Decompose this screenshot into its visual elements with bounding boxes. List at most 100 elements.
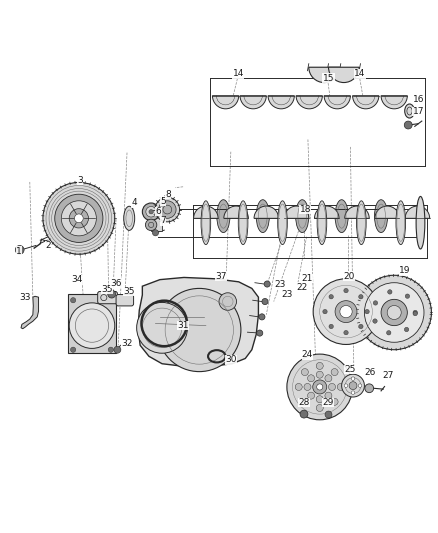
- Circle shape: [373, 319, 377, 323]
- Circle shape: [257, 330, 263, 336]
- Circle shape: [316, 362, 323, 369]
- Circle shape: [108, 347, 113, 352]
- Text: 5: 5: [160, 197, 166, 206]
- Circle shape: [359, 295, 363, 299]
- Text: 22: 22: [297, 282, 308, 292]
- Wedge shape: [309, 67, 339, 83]
- Text: 31: 31: [177, 321, 189, 330]
- Ellipse shape: [278, 201, 287, 245]
- Text: 18: 18: [300, 205, 311, 214]
- Ellipse shape: [296, 200, 309, 232]
- Text: 24: 24: [302, 351, 313, 359]
- Ellipse shape: [124, 206, 134, 230]
- Circle shape: [159, 201, 176, 219]
- Ellipse shape: [317, 201, 327, 245]
- Circle shape: [145, 219, 157, 231]
- Circle shape: [335, 301, 357, 322]
- Text: 29: 29: [322, 398, 333, 407]
- Text: 35: 35: [101, 285, 113, 294]
- Circle shape: [69, 209, 88, 228]
- Circle shape: [69, 303, 115, 349]
- Circle shape: [325, 411, 332, 418]
- Circle shape: [344, 384, 348, 387]
- Circle shape: [359, 324, 363, 329]
- Circle shape: [340, 305, 352, 318]
- Circle shape: [155, 197, 180, 222]
- Circle shape: [365, 310, 369, 314]
- Polygon shape: [138, 278, 258, 366]
- Circle shape: [304, 383, 311, 391]
- Ellipse shape: [201, 201, 211, 245]
- Circle shape: [15, 246, 24, 254]
- Wedge shape: [284, 206, 309, 219]
- Circle shape: [316, 405, 323, 411]
- Wedge shape: [212, 96, 239, 109]
- Circle shape: [358, 384, 362, 387]
- Ellipse shape: [357, 201, 366, 245]
- Circle shape: [287, 354, 353, 420]
- Circle shape: [388, 290, 392, 294]
- Circle shape: [413, 310, 417, 314]
- Circle shape: [219, 293, 237, 310]
- Text: 32: 32: [121, 339, 133, 348]
- Circle shape: [373, 301, 378, 305]
- Circle shape: [344, 288, 348, 293]
- Circle shape: [365, 384, 374, 393]
- Ellipse shape: [396, 201, 406, 245]
- Circle shape: [387, 330, 391, 335]
- Text: 3: 3: [77, 176, 83, 185]
- Wedge shape: [324, 96, 350, 109]
- Ellipse shape: [374, 200, 388, 232]
- Wedge shape: [405, 206, 430, 219]
- Text: 14: 14: [233, 69, 244, 78]
- Bar: [68, 294, 116, 353]
- Text: 21: 21: [302, 274, 313, 283]
- Circle shape: [137, 302, 187, 353]
- Text: 26: 26: [364, 368, 375, 377]
- Circle shape: [71, 297, 76, 303]
- FancyBboxPatch shape: [116, 295, 134, 306]
- Text: 34: 34: [71, 275, 83, 284]
- Circle shape: [316, 395, 323, 403]
- Circle shape: [316, 371, 323, 378]
- Circle shape: [317, 384, 323, 390]
- Circle shape: [300, 410, 308, 418]
- Wedge shape: [375, 206, 399, 219]
- Circle shape: [114, 346, 121, 353]
- Circle shape: [331, 369, 338, 376]
- Text: 23: 23: [281, 290, 293, 300]
- Circle shape: [149, 209, 153, 214]
- Circle shape: [264, 281, 270, 287]
- Circle shape: [381, 300, 407, 326]
- Ellipse shape: [416, 197, 425, 249]
- Circle shape: [307, 392, 314, 399]
- Circle shape: [413, 311, 417, 316]
- Text: 15: 15: [323, 74, 334, 83]
- Text: 19: 19: [399, 266, 411, 276]
- Wedge shape: [224, 206, 248, 219]
- Circle shape: [313, 380, 327, 394]
- Text: 17: 17: [413, 107, 424, 116]
- Ellipse shape: [238, 201, 248, 245]
- Circle shape: [74, 214, 83, 223]
- Text: 14: 14: [354, 69, 366, 78]
- Circle shape: [307, 375, 314, 382]
- Text: 28: 28: [298, 398, 310, 407]
- Circle shape: [301, 398, 308, 405]
- Ellipse shape: [217, 200, 230, 232]
- Circle shape: [387, 305, 401, 319]
- Wedge shape: [254, 206, 279, 219]
- Circle shape: [259, 314, 265, 320]
- Wedge shape: [194, 206, 218, 219]
- Circle shape: [405, 294, 410, 298]
- Text: 7: 7: [160, 216, 166, 225]
- Wedge shape: [353, 96, 379, 109]
- Circle shape: [295, 383, 302, 391]
- Text: 1: 1: [16, 247, 22, 256]
- Circle shape: [351, 391, 355, 394]
- Circle shape: [313, 279, 379, 344]
- Wedge shape: [296, 96, 322, 109]
- Circle shape: [351, 377, 355, 381]
- Circle shape: [328, 383, 336, 391]
- Circle shape: [364, 282, 424, 342]
